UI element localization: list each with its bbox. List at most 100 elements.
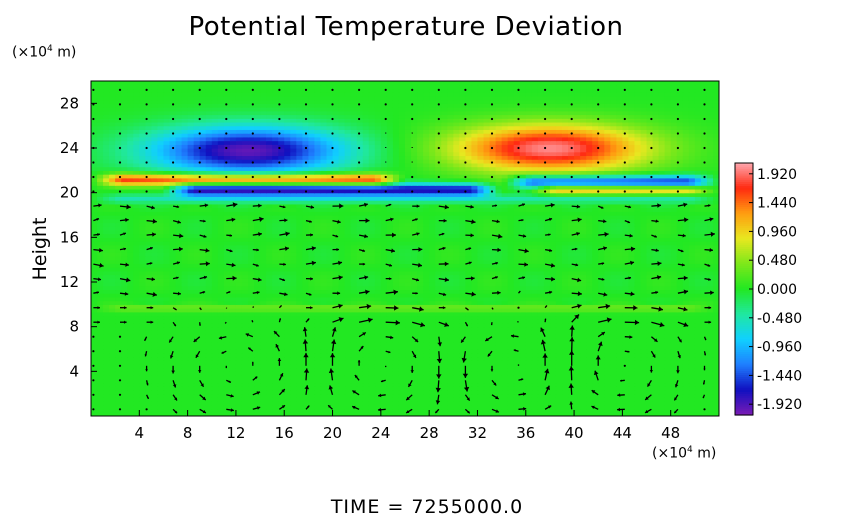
heatmap-cell bbox=[447, 319, 454, 324]
heatmap-cell bbox=[628, 386, 636, 391]
heatmap-cell bbox=[97, 363, 104, 369]
heatmap-cell bbox=[580, 248, 587, 253]
heatmap-cell bbox=[139, 282, 146, 287]
heatmap-cell bbox=[133, 274, 140, 279]
heatmap-cell bbox=[688, 244, 696, 250]
heatmap-cell bbox=[453, 267, 460, 272]
heatmap-cell bbox=[97, 337, 104, 343]
heatmap-cell bbox=[688, 270, 696, 276]
heatmap-cell bbox=[350, 319, 358, 324]
heatmap-cell bbox=[610, 363, 617, 369]
heatmap-cell bbox=[417, 259, 424, 264]
heatmap-cell bbox=[254, 330, 261, 335]
heatmap-cell bbox=[646, 397, 654, 402]
heatmap-cell bbox=[109, 289, 116, 294]
heatmap-cell bbox=[248, 322, 255, 328]
heatmap-cell bbox=[471, 308, 479, 313]
heatmap-cell bbox=[616, 322, 623, 328]
heatmap-cell bbox=[308, 363, 316, 369]
heatmap-cell bbox=[555, 244, 563, 250]
heatmap-cell bbox=[706, 375, 714, 380]
heatmap-cell bbox=[133, 293, 140, 298]
heatmap-cell bbox=[700, 386, 708, 391]
heatmap-cell bbox=[441, 330, 448, 335]
heatmap-cell bbox=[453, 282, 460, 287]
heatmap-cell bbox=[453, 274, 460, 279]
heatmap-cell bbox=[525, 304, 533, 309]
heatmap-cell bbox=[471, 393, 479, 398]
heatmap-cell bbox=[115, 267, 122, 272]
heatmap-cell bbox=[471, 412, 479, 416]
heatmap-cell bbox=[302, 248, 309, 253]
heatmap-cell bbox=[266, 367, 273, 372]
heatmap-cell bbox=[507, 300, 515, 305]
heatmap-cell bbox=[507, 322, 515, 328]
heatmap-cell bbox=[362, 367, 370, 372]
heatmap-cell bbox=[507, 326, 515, 331]
heatmap-cell bbox=[628, 315, 636, 320]
heatmap-cell bbox=[272, 241, 279, 246]
heatmap-cell bbox=[169, 330, 177, 335]
heatmap-cell bbox=[519, 311, 527, 317]
heatmap-cell bbox=[398, 352, 406, 358]
heatmap-cell bbox=[489, 259, 497, 264]
heatmap-cell bbox=[145, 274, 152, 279]
heatmap-cell bbox=[465, 341, 473, 346]
heatmap-cell bbox=[604, 300, 611, 305]
heatmap-cell bbox=[103, 289, 110, 294]
heatmap-cell bbox=[471, 326, 479, 331]
heatmap-cell bbox=[145, 259, 152, 264]
heatmap-cell bbox=[537, 330, 545, 335]
heatmap-cell bbox=[453, 375, 460, 380]
heatmap-cell bbox=[447, 274, 454, 279]
heatmap-cell bbox=[181, 401, 189, 406]
heatmap-cell bbox=[682, 367, 690, 372]
heatmap-cell bbox=[501, 386, 509, 391]
heatmap-cell bbox=[314, 296, 322, 302]
heatmap-cell bbox=[543, 337, 551, 343]
heatmap-cell bbox=[483, 252, 491, 257]
heatmap-cell bbox=[121, 315, 128, 320]
heatmap-cell bbox=[652, 270, 660, 276]
heatmap-cell bbox=[115, 252, 122, 257]
heatmap-cell bbox=[537, 315, 545, 320]
heatmap-cell bbox=[634, 255, 642, 261]
heatmap-cell bbox=[157, 363, 165, 369]
heatmap-cell bbox=[235, 282, 243, 287]
heatmap-cell bbox=[495, 315, 503, 320]
heatmap-cell bbox=[350, 267, 358, 272]
heatmap-cell bbox=[175, 315, 183, 320]
heatmap-cell bbox=[652, 345, 660, 350]
heatmap-cell bbox=[471, 252, 479, 257]
heatmap-cell bbox=[272, 334, 279, 339]
heatmap-cell bbox=[525, 296, 533, 302]
heatmap-cell bbox=[205, 285, 213, 291]
heatmap-cell bbox=[688, 408, 696, 413]
heatmap-cell bbox=[411, 367, 418, 372]
heatmap-cell bbox=[91, 401, 98, 406]
heatmap-cell bbox=[537, 367, 545, 372]
heatmap-cell bbox=[344, 244, 352, 250]
heatmap-cell bbox=[145, 300, 152, 305]
heatmap-cell bbox=[374, 263, 382, 268]
heatmap-cell bbox=[235, 263, 243, 268]
heatmap-cell bbox=[308, 386, 316, 391]
heatmap-cell bbox=[555, 412, 563, 416]
heatmap-cell bbox=[694, 371, 702, 376]
heatmap-cell bbox=[519, 326, 527, 331]
heatmap-cell bbox=[700, 274, 708, 279]
heatmap-cell bbox=[115, 296, 122, 302]
heatmap-cell bbox=[562, 389, 569, 395]
heatmap-cell bbox=[187, 386, 195, 391]
heatmap-cell bbox=[676, 311, 684, 317]
heatmap-cell bbox=[658, 296, 666, 302]
heatmap-cell bbox=[634, 319, 642, 324]
heatmap-cell bbox=[628, 334, 636, 339]
heatmap-cell bbox=[338, 397, 346, 402]
heatmap-cell bbox=[278, 259, 285, 264]
heatmap-cell bbox=[115, 248, 122, 253]
heatmap-cell bbox=[700, 401, 708, 406]
heatmap-cell bbox=[441, 367, 448, 372]
heatmap-cell bbox=[405, 393, 412, 398]
heatmap-cell bbox=[139, 345, 146, 350]
